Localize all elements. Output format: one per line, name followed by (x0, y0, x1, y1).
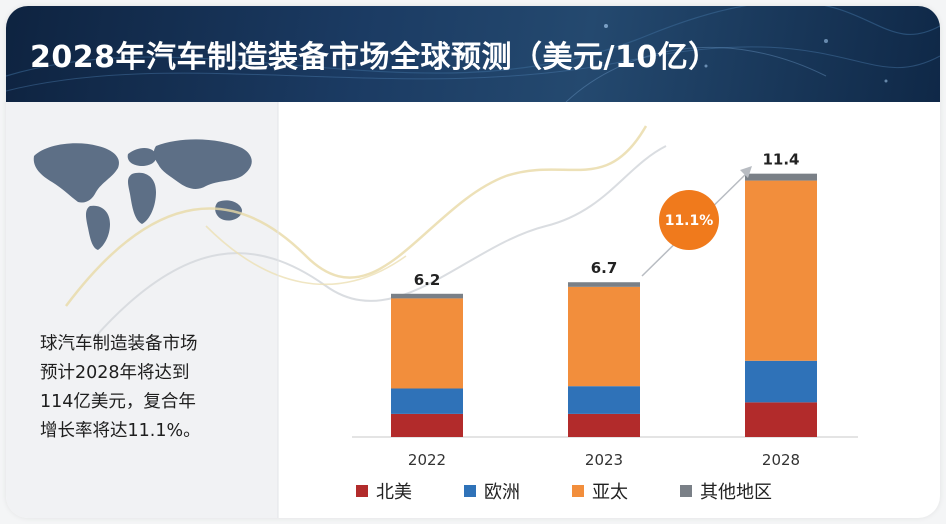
header-banner: 2028年汽车制造装备市场全球预测（美元/10亿） (6, 6, 940, 102)
x-tick-label-2023: 2023 (585, 451, 623, 469)
legend-label: 其他地区 (700, 482, 772, 503)
legend-item-north-america: 北美 (356, 478, 412, 504)
legend-swatch-asia-pacific (572, 485, 584, 497)
bar-segment-north_america-2022 (391, 413, 463, 437)
legend-swatch-other (680, 485, 692, 497)
summary-line-1: 球汽车制造装备市场 (40, 334, 198, 354)
legend: 北美 欧洲 亚太 其他地区 (356, 476, 824, 506)
x-tick-label-2028: 2028 (762, 451, 800, 469)
bar-segment-europe-2028 (745, 360, 817, 403)
growth-badge: 11.1% (659, 190, 719, 250)
legend-label: 北美 (376, 482, 412, 503)
legend-item-other: 其他地区 (680, 478, 772, 504)
x-tick-labels-group: 2022 2023 2028 (408, 451, 800, 469)
bar-segment-other-2023 (568, 282, 640, 287)
bar-segment-north_america-2028 (745, 402, 817, 437)
bar-segment-asia_pacific-2028 (745, 180, 817, 361)
bar-segment-asia_pacific-2022 (391, 298, 463, 389)
legend-item-europe: 欧洲 (464, 478, 520, 504)
total-label-2028: 11.4 (762, 151, 799, 169)
summary-text: 球汽车制造装备市场 预计2028年将达到 114亿美元，复合年 增长率将达11.… (40, 330, 260, 446)
summary-line-3: 114亿美元，复合年 (40, 392, 196, 412)
bar-segment-other-2022 (391, 293, 463, 299)
bar-segment-europe-2023 (568, 386, 640, 414)
total-label-2022: 6.2 (414, 271, 441, 289)
legend-swatch-north-america (356, 485, 368, 497)
chart-canvas: 6.2 6.7 11.4 2022 2023 2028 11.1% (33, 102, 858, 518)
total-label-2023: 6.7 (591, 259, 618, 277)
legend-item-asia-pacific: 亚太 (572, 478, 628, 504)
page-title: 2028年汽车制造装备市场全球预测（美元/10亿） (30, 40, 719, 75)
world-map-icon (33, 139, 252, 250)
chart-card: 2028年汽车制造装备市场全球预测（美元/10亿） 6.2 6.7 11.4 202… (6, 6, 940, 518)
bar-segment-asia_pacific-2023 (568, 286, 640, 387)
summary-line-4: 增长率将达11.1%。 (40, 421, 201, 441)
legend-label: 欧洲 (484, 482, 520, 503)
bars-group (391, 173, 817, 437)
summary-line-2: 预计2028年将达到 (40, 363, 190, 383)
legend-swatch-europe (464, 485, 476, 497)
total-labels-group: 6.2 6.7 11.4 (414, 151, 800, 289)
legend-label: 亚太 (592, 482, 628, 503)
bar-segment-other-2028 (745, 173, 817, 181)
x-tick-label-2022: 2022 (408, 451, 446, 469)
bar-segment-north_america-2023 (568, 413, 640, 437)
growth-badge-label: 11.1% (665, 213, 714, 229)
header-decoration (6, 6, 940, 102)
bar-segment-europe-2022 (391, 388, 463, 414)
